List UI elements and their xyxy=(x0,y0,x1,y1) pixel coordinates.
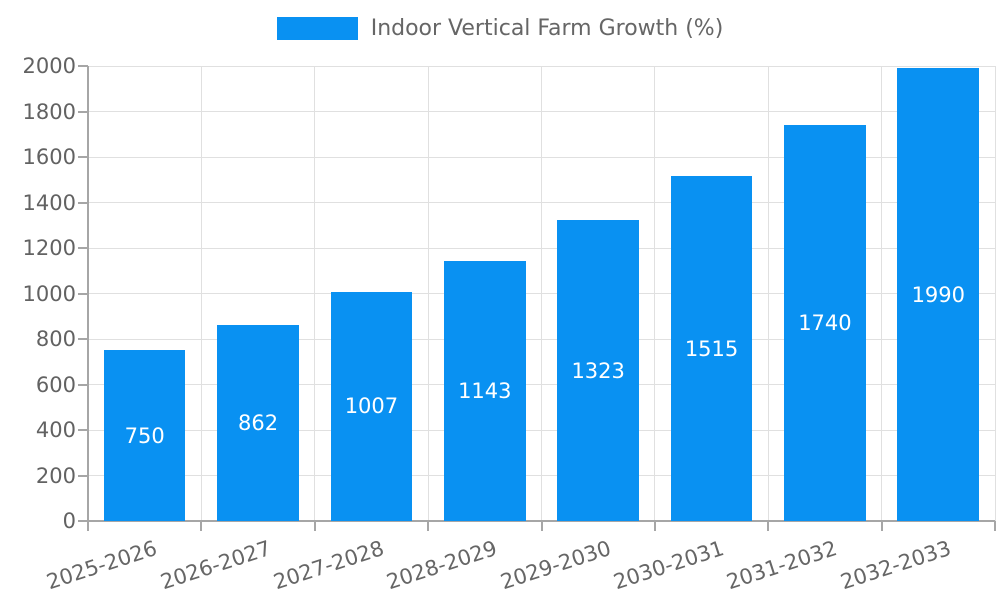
x-tick-label: 2032-2033 xyxy=(837,536,954,595)
y-tick-label: 1000 xyxy=(22,281,76,306)
x-gridline xyxy=(541,66,542,521)
bar-value-label: 1007 xyxy=(344,394,399,419)
x-axis-tick xyxy=(653,521,656,531)
bar[interactable]: 862 xyxy=(217,324,299,521)
bar[interactable]: 1515 xyxy=(670,176,753,521)
x-gridline xyxy=(654,66,656,521)
x-axis-line xyxy=(88,520,995,522)
y-tick-label: 1200 xyxy=(22,236,76,260)
legend-swatch xyxy=(276,17,358,40)
x-tick-label: 2027-2028 xyxy=(270,536,387,595)
legend[interactable]: Indoor Vertical Farm Growth (%) xyxy=(0,16,1000,41)
bar-value-label: 750 xyxy=(124,423,165,448)
y-tick-label: 2000 xyxy=(22,54,76,78)
x-gridline xyxy=(427,66,429,521)
x-gridline xyxy=(994,66,996,521)
y-axis-tick xyxy=(78,292,88,295)
y-axis-line xyxy=(87,66,89,521)
y-axis-tick xyxy=(78,156,88,158)
y-tick-label: 200 xyxy=(35,463,76,488)
y-tick-label: 1800 xyxy=(22,99,76,124)
x-tick-label: 2031-2032 xyxy=(724,536,841,595)
x-tick-label: 2028-2029 xyxy=(383,536,501,595)
x-axis-tick xyxy=(994,521,996,531)
bar-value-label: 1143 xyxy=(458,378,512,403)
bar[interactable]: 1740 xyxy=(784,125,866,521)
bar-value-label: 1990 xyxy=(911,282,966,307)
y-axis-tick xyxy=(78,110,88,113)
x-tick-label: 2025-2026 xyxy=(43,536,161,595)
x-axis-tick xyxy=(540,521,543,531)
y-axis-tick xyxy=(78,247,88,249)
x-gridline xyxy=(767,66,769,521)
x-axis-tick xyxy=(767,521,770,531)
y-tick-label: 0 xyxy=(62,509,76,533)
y-axis-tick xyxy=(78,474,88,477)
y-tick-label: 800 xyxy=(35,327,76,351)
x-tick-label: 2026-2027 xyxy=(157,536,274,595)
y-axis-tick xyxy=(78,65,88,67)
bar[interactable]: 1143 xyxy=(443,260,526,521)
y-tick-label: 1400 xyxy=(22,190,76,215)
x-tick-label: 2029-2030 xyxy=(497,536,614,595)
x-axis-tick xyxy=(880,521,883,531)
y-tick-label: 600 xyxy=(35,372,76,397)
y-axis-tick xyxy=(78,383,88,386)
x-tick-label: 2030-2031 xyxy=(610,536,727,595)
x-axis-tick xyxy=(427,521,430,531)
bar-value-label: 862 xyxy=(238,410,279,435)
y-tick-label: 1600 xyxy=(22,145,76,169)
bar-value-label: 1740 xyxy=(798,311,852,336)
x-gridline xyxy=(881,66,883,521)
bar[interactable]: 1990 xyxy=(897,68,980,521)
x-axis-tick xyxy=(87,521,89,531)
x-gridline xyxy=(314,66,316,521)
x-axis-tick xyxy=(313,521,316,531)
x-gridline xyxy=(200,66,202,521)
bar[interactable]: 750 xyxy=(103,350,186,521)
y-axis-tick xyxy=(78,338,88,340)
y-axis-tick xyxy=(78,520,88,522)
y-tick-label: 400 xyxy=(35,418,76,442)
x-axis-tick xyxy=(200,521,203,531)
y-axis-tick xyxy=(78,201,88,204)
y-axis-tick xyxy=(78,429,88,431)
bar-value-label: 1515 xyxy=(684,336,739,361)
bar[interactable]: 1323 xyxy=(557,220,639,521)
legend-label: Indoor Vertical Farm Growth (%) xyxy=(370,16,724,41)
bar-value-label: 1323 xyxy=(571,358,625,383)
bar[interactable]: 1007 xyxy=(330,291,413,521)
